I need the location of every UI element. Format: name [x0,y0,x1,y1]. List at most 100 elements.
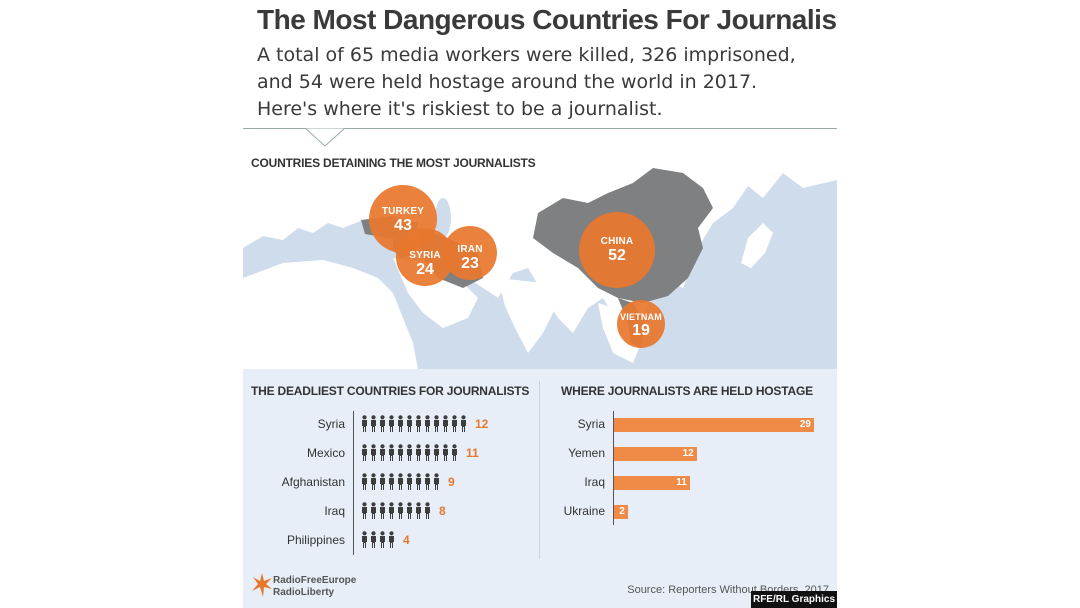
bubble-china: CHINA 52 [579,212,655,288]
person-icon [415,502,422,519]
graphics-credit: RFE/RL Graphics [751,591,837,608]
person-icon [379,531,386,548]
person-icon [361,415,368,432]
deadliest-label-afghanistan: Afghanistan [281,475,345,489]
bubble-vietnam-name: VIETNAM [620,312,662,322]
bubble-china-value: 52 [608,247,626,264]
person-icon [415,473,422,490]
deadliest-icons-syria [361,415,467,432]
person-icon [370,444,377,461]
person-icon [388,531,395,548]
person-icon [388,502,395,519]
person-icon [433,473,440,490]
hostage-section-title: WHERE JOURNALISTS ARE HELD HOSTAGE [561,384,813,398]
person-icon [370,502,377,519]
deadliest-label-syria: Syria [317,417,345,431]
rferl-logo-icon [252,573,272,597]
logo-line-1: RadioFreeEurope [273,575,357,586]
person-icon [406,502,413,519]
person-icon [397,444,404,461]
person-icon [361,444,368,461]
subtitle-line-3: Here's where it's riskiest to be a journ… [257,98,663,120]
deadliest-value-afghanistan: 9 [448,475,455,489]
person-icon [433,415,440,432]
bubble-iran-name: IRAN [457,244,483,255]
person-icon [433,444,440,461]
person-icon [442,444,449,461]
deadliest-label-philippines: Philippines [286,533,345,547]
person-icon [415,415,422,432]
map-section-title: COUNTRIES DETAINING THE MOST JOURNALISTS [251,156,536,170]
page-title: The Most Dangerous Countries For Journal… [257,4,837,35]
person-icon [361,473,368,490]
bottom-panels: THE DEADLIEST COUNTRIES FOR JOURNALISTS … [243,369,837,563]
person-icon [451,415,458,432]
person-icon [415,444,422,461]
bubble-vietnam-value: 19 [632,322,650,339]
hostage-label-ukraine: Ukraine [563,504,605,518]
person-icon [406,415,413,432]
person-icon [442,415,449,432]
hostage-bar-yemen [614,447,697,461]
person-icon [361,502,368,519]
person-icon [424,473,431,490]
subtitle-line-2: and 54 were held hostage around the worl… [257,71,758,93]
person-icon [460,415,467,432]
deadliest-label-iraq: Iraq [324,504,345,518]
person-icon [424,444,431,461]
deadliest-value-syria: 12 [475,417,489,431]
bubble-syria-value: 24 [416,261,434,278]
bubble-iran: IRAN 23 [443,226,497,280]
bubble-turkey-value: 43 [394,217,412,234]
deadliest-axis [353,411,354,555]
hostage-value-syria: 29 [799,419,811,430]
person-icon [388,473,395,490]
landmass-africa [243,260,418,369]
bubble-turkey-name: TURKEY [381,206,425,217]
bubble-iran-value: 23 [461,255,479,272]
infographic-card: The Most Dangerous Countries For Journal… [243,0,837,608]
person-icon [370,473,377,490]
bubble-vietnam: VIETNAM 19 [617,300,665,348]
person-icon [397,502,404,519]
footer: RadioFreeEurope RadioLiberty Source: Rep… [243,563,837,608]
person-icon [406,473,413,490]
deadliest-icons-mexico [361,444,458,461]
person-icon [397,473,404,490]
deadliest-icons-afghanistan [361,473,440,490]
hostage-value-ukraine: 2 [619,506,625,517]
person-icon [379,444,386,461]
person-icon [379,415,386,432]
person-icon [370,531,377,548]
hostage-axis [613,411,614,525]
person-icon [397,415,404,432]
deadliest-value-mexico: 11 [466,446,479,460]
caspian-sea [435,198,451,238]
hostage-value-iraq: 11 [676,477,687,488]
person-icon [424,415,431,432]
hostage-bar-syria [614,418,814,432]
deadliest-label-mexico: Mexico [306,446,345,460]
hostage-value-yemen: 12 [682,448,694,459]
hostage-label-yemen: Yemen [568,446,605,460]
person-icon [388,444,395,461]
deadliest-value-iraq: 8 [439,504,446,518]
landmass-india [498,278,558,353]
hostage-bar-ukraine [614,505,628,519]
bubble-syria-name: SYRIA [409,250,441,261]
person-icon [424,502,431,519]
rferl-logo-text: RadioFreeEurope RadioLiberty [273,575,356,599]
hostage-bar-iraq [614,476,690,490]
mediterranean-sea [243,236,373,268]
person-icon [388,415,395,432]
hostage-label-syria: Syria [577,417,605,431]
logo-line-2: RadioLiberty [273,587,335,598]
deadliest-value-philippines: 4 [403,533,410,547]
panel-divider [539,381,540,559]
deadliest-section-title: THE DEADLIEST COUNTRIES FOR JOURNALISTS [251,384,530,398]
person-icon [379,502,386,519]
person-icon [451,444,458,461]
deadliest-icons-philippines [361,531,395,548]
person-icon [370,415,377,432]
subtitle: A total of 65 media workers were killed,… [257,42,817,123]
